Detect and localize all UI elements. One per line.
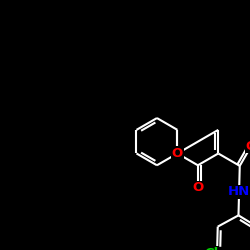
Text: O: O — [172, 147, 183, 160]
Text: O: O — [192, 181, 203, 194]
Text: HN: HN — [228, 185, 250, 198]
Text: O: O — [246, 140, 250, 152]
Text: Cl: Cl — [204, 247, 218, 250]
